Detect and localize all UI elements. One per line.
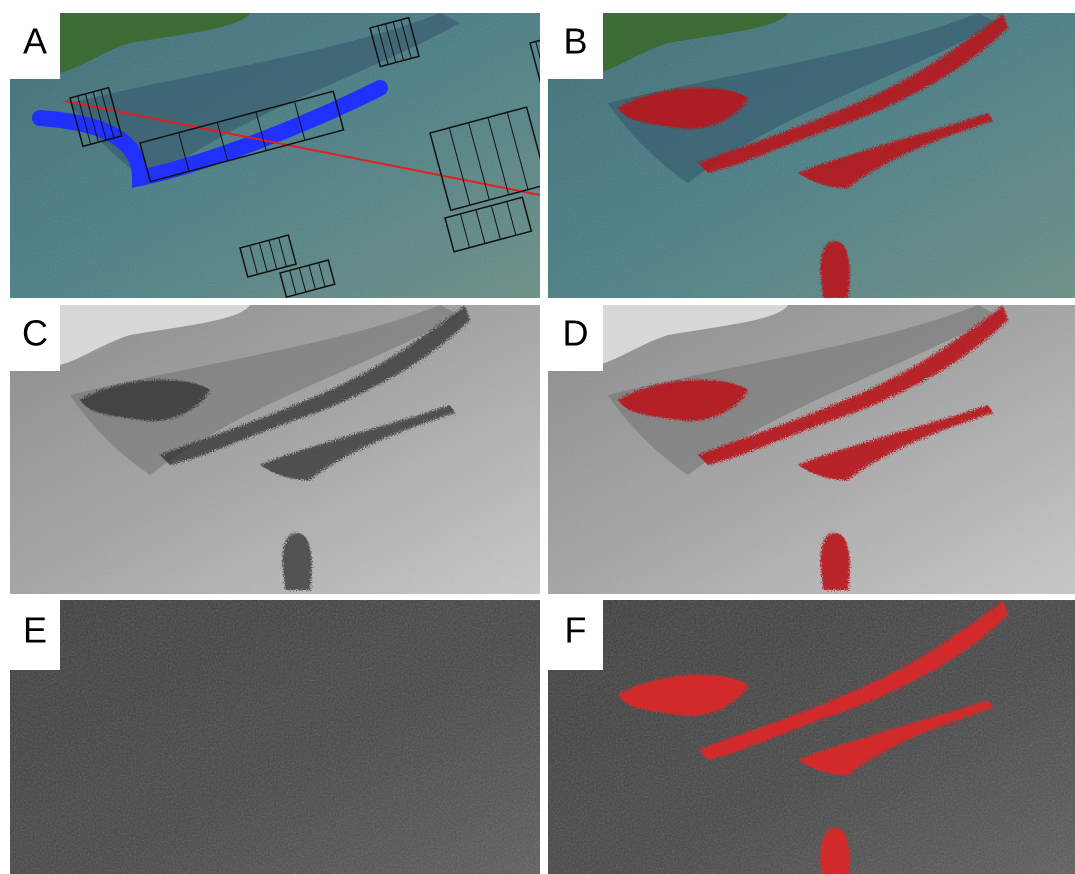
panel: B — [548, 13, 1075, 298]
dark-feature — [283, 533, 312, 590]
image — [548, 305, 1075, 594]
figure: A B C D E F — [0, 0, 1075, 874]
image — [10, 305, 540, 594]
panel-label: C — [22, 313, 48, 354]
texture — [548, 600, 1075, 874]
detection — [821, 241, 850, 298]
detection — [821, 533, 850, 590]
image — [548, 13, 1075, 298]
panel: F — [548, 600, 1075, 874]
panel: C — [10, 305, 540, 594]
panel: D — [548, 305, 1075, 594]
panel: A — [10, 13, 575, 298]
panel-label: D — [563, 313, 589, 354]
image — [548, 600, 1075, 874]
panel-label: B — [563, 21, 587, 62]
panel-label: F — [565, 610, 587, 651]
panel-label: A — [23, 21, 47, 62]
image — [10, 600, 540, 874]
panel-label: E — [23, 610, 47, 651]
image — [10, 13, 575, 298]
panel: E — [10, 600, 540, 874]
texture — [10, 600, 540, 874]
